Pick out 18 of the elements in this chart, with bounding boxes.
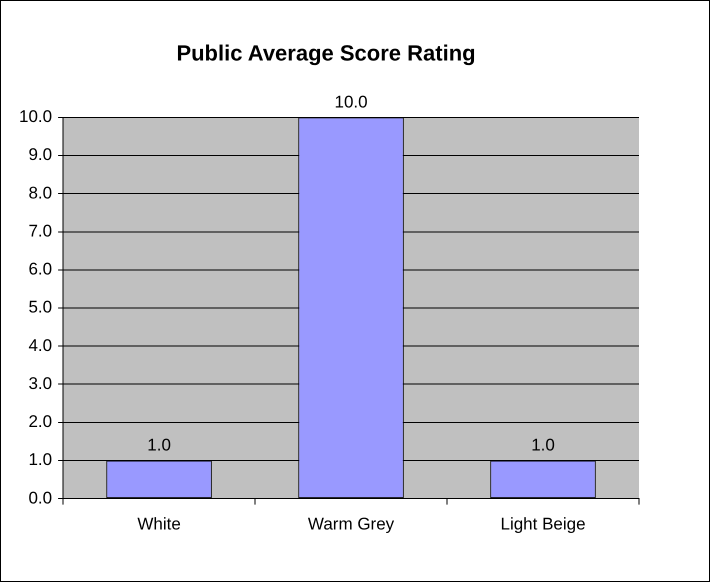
x-tick-label: Light Beige xyxy=(500,514,586,534)
data-label: 1.0 xyxy=(531,436,555,455)
y-tick-label: 6.0 xyxy=(28,260,52,279)
y-tick-label: 0.0 xyxy=(28,488,52,508)
y-tick-label: 5.0 xyxy=(28,298,52,317)
y-tick-label: 1.0 xyxy=(28,450,52,470)
y-tick-label: 8.0 xyxy=(28,183,52,202)
y-tick-label: 4.0 xyxy=(28,336,52,355)
x-tick-label: Warm Grey xyxy=(308,514,395,534)
data-label: 1.0 xyxy=(147,436,171,455)
y-tick-label: 9.0 xyxy=(28,145,52,164)
y-tick-label: 2.0 xyxy=(28,412,52,432)
chart-title: Public Average Score Rating xyxy=(176,40,476,66)
y-tick-label: 10.0 xyxy=(18,107,52,126)
x-tick-label: White xyxy=(137,514,181,534)
y-tick-label: 3.0 xyxy=(28,374,52,393)
data-label: 10.0 xyxy=(334,92,368,112)
y-tick-label: 7.0 xyxy=(28,221,52,240)
